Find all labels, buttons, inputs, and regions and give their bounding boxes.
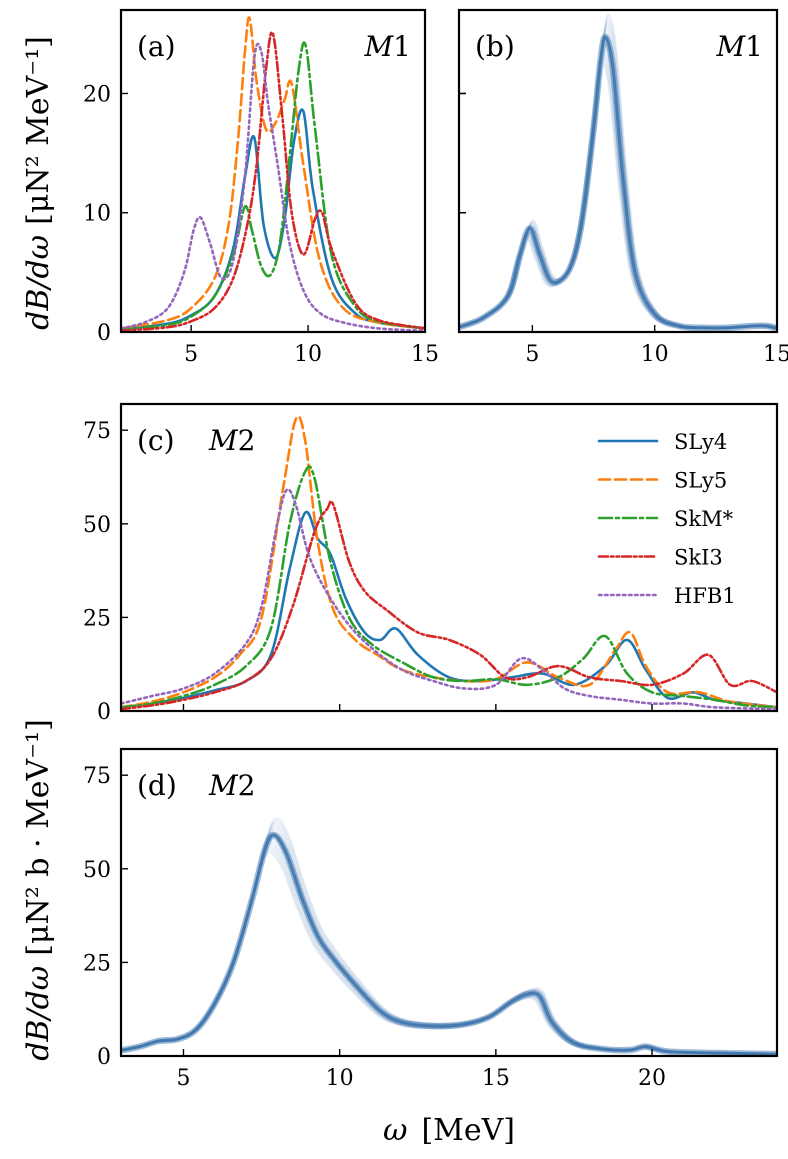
series-line-hfb1 (121, 42, 425, 332)
ensemble-mean-line (121, 833, 777, 1056)
ensemble-member-line (121, 835, 777, 1056)
axes-frame-d (119, 747, 779, 1058)
panel-a: 5 10 15 0 10 20 (a) M1 (83, 8, 439, 367)
axes-frame-b (457, 8, 779, 334)
series-line-skmstar (121, 41, 425, 331)
y-axis-label-bottom: dB/dω[μN² b · MeV⁻¹] (21, 719, 56, 1061)
y-tick-label: 75 (83, 419, 111, 444)
panel-b: 5 10 15 (b) M1 (457, 8, 788, 367)
y-tick-label: 25 (83, 606, 111, 631)
y-tick-label: 10 (83, 202, 111, 227)
legend-label: SLy4 (674, 430, 727, 454)
plot-area-c (121, 415, 777, 711)
y-tick-label: 50 (83, 513, 111, 538)
series-line-ski3 (121, 499, 777, 711)
multipole-label: M2 (208, 424, 256, 457)
legend: SLy4 SLy5 SkM* SkI3 HFB1 (597, 430, 736, 608)
legend-label: SLy5 (674, 469, 727, 493)
series-line-skmstar (121, 465, 777, 709)
x-axis-label: ω [MeV] (383, 1113, 515, 1148)
panel-c: 0 25 50 75 (c) M2 SLy4 SLy5 SkM* SkI3 HFB1 (83, 402, 779, 725)
y-tick-label: 25 (83, 951, 111, 976)
legend-label: SkM* (674, 507, 734, 531)
y-axis-label-top: dB/dω[μN² MeV⁻¹] (21, 36, 56, 330)
legend-label: SkI3 (674, 546, 723, 570)
panel-label: (a) (137, 30, 176, 63)
ensemble-band (121, 817, 777, 1056)
ensemble-band (459, 13, 777, 332)
plot-area-d (121, 817, 777, 1056)
x-tick-label: 10 (326, 1066, 354, 1091)
panel-label: (b) (475, 30, 515, 63)
y-tick-label: 0 (97, 1045, 111, 1070)
ensemble-member-line (121, 830, 777, 1056)
x-tick-label: 10 (641, 342, 669, 367)
ensemble-member-line (121, 827, 777, 1056)
ensemble-member-line (122, 819, 777, 1055)
y-tick-label: 20 (83, 82, 111, 107)
ensemble-member-line (121, 833, 777, 1056)
x-tick-label: 5 (176, 1066, 190, 1091)
x-tick-label: 5 (184, 342, 198, 367)
panel-label: (c) (137, 424, 175, 457)
ensemble-member-line (121, 841, 777, 1056)
panel-d: 5 10 15 20 0 25 50 75 (d) M2 (83, 747, 779, 1091)
y-tick-label: 75 (83, 764, 111, 789)
ensemble-band-core (121, 831, 777, 1056)
x-tick-label: 15 (411, 342, 439, 367)
multipole-label: M2 (208, 769, 256, 802)
ensemble-mean-line (459, 35, 777, 330)
series-line-sly5 (121, 16, 425, 330)
series-line-hfb1 (121, 488, 777, 711)
series-line-ski3 (121, 30, 425, 332)
ensemble-member-line (121, 838, 777, 1056)
x-tick-label: 15 (763, 342, 788, 367)
y-tick-label: 0 (97, 321, 111, 346)
y-tick-label: 0 (97, 700, 111, 725)
series-line-sly4 (121, 510, 777, 709)
legend-label: HFB1 (674, 584, 736, 608)
axes-frame-c (119, 402, 779, 713)
panel-label: (d) (137, 769, 177, 802)
x-tick-label: 15 (482, 1066, 510, 1091)
x-tick-label: 5 (525, 342, 539, 367)
multipole-label: M1 (364, 30, 412, 63)
ensemble-member-line (123, 817, 777, 1055)
axes-frame-a (119, 8, 427, 334)
plot-area-b (459, 13, 777, 332)
multipole-label: M1 (716, 30, 764, 63)
x-tick-label: 20 (638, 1066, 666, 1091)
plot-area-a (121, 16, 425, 332)
ensemble-member-line (122, 822, 777, 1055)
y-tick-label: 50 (83, 858, 111, 883)
x-tick-label: 10 (294, 342, 322, 367)
ensemble-member-line (121, 825, 777, 1056)
